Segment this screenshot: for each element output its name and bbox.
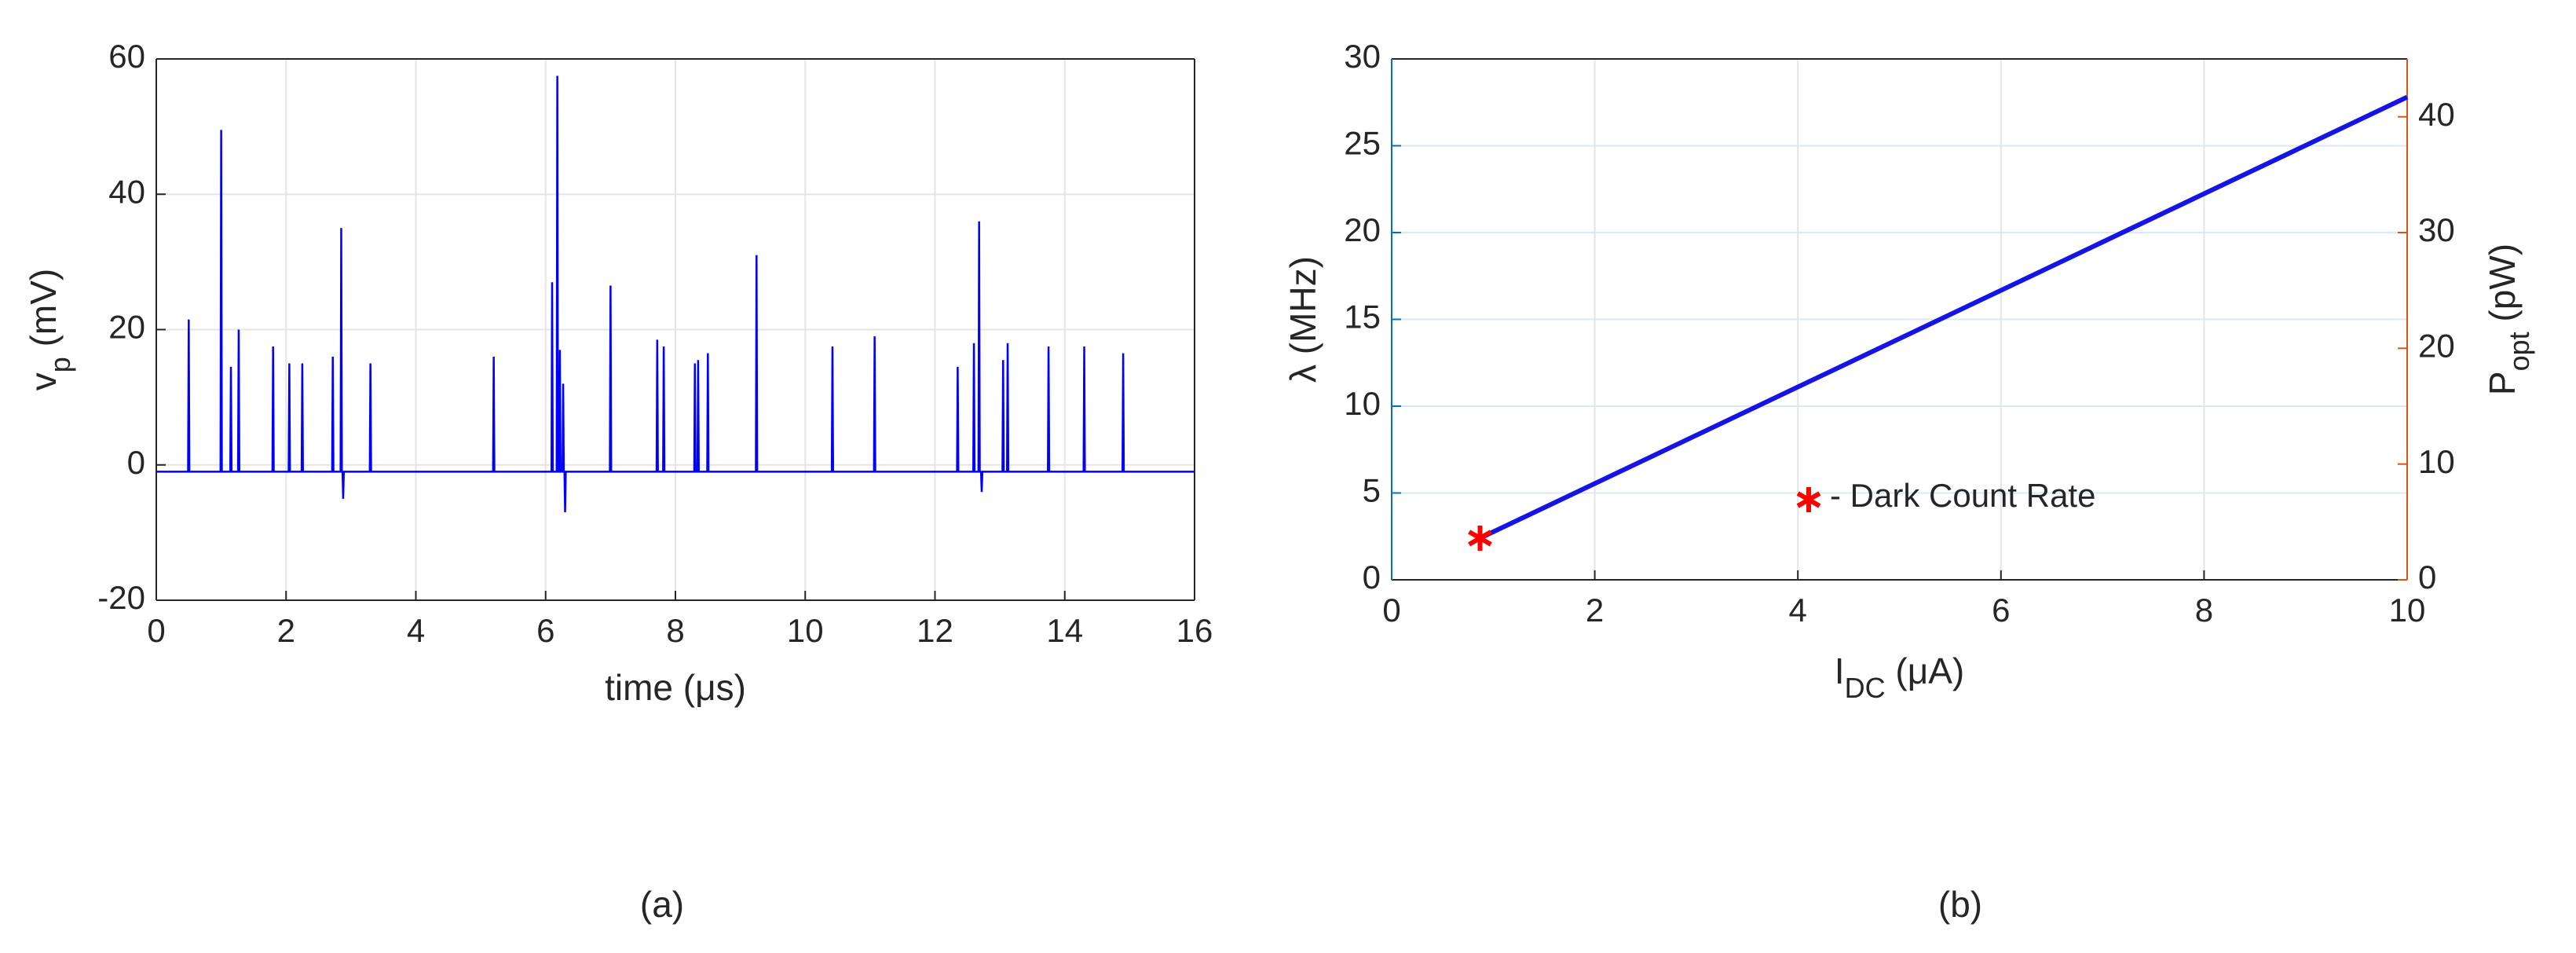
y2-tick-label: 30	[2418, 211, 2455, 248]
y2-axis-label-part: (pW)	[2482, 244, 2523, 332]
y-tick-label: 20	[1344, 211, 1381, 248]
x-tick-label: 16	[1176, 612, 1213, 649]
y-tick-label: 25	[1344, 125, 1381, 162]
x-axis-label: IDC (μA)	[1835, 651, 1964, 704]
annotation: - Dark Count Rate	[1830, 477, 2095, 514]
y-tick-label: 0	[127, 444, 145, 481]
y-tick-label: 10	[1344, 385, 1381, 422]
x-tick-label: 10	[787, 612, 824, 649]
y-axis-label-part: v	[23, 372, 64, 390]
x-tick-label: 8	[2195, 592, 2213, 629]
y2-axis-label: Popt (pW)	[2482, 244, 2535, 395]
x-tick-label: 6	[536, 612, 554, 649]
x-axis-label-part: A)	[1928, 651, 1964, 691]
x-tick-label: 10	[2389, 592, 2426, 629]
x-tick-label: 12	[917, 612, 953, 649]
y-axis-label: vp (mV)	[23, 269, 76, 390]
x-tick-label: 4	[407, 612, 425, 649]
x-axis-label-part: DC	[1845, 672, 1886, 704]
x-tick-label: 4	[1789, 592, 1807, 629]
x-tick-label: 8	[666, 612, 684, 649]
y-axis-label-part: λ (MHz)	[1283, 256, 1323, 383]
y-tick-label: 60	[108, 38, 145, 75]
data-line	[1479, 94, 2409, 541]
y2-tick-label: 0	[2418, 559, 2436, 596]
x-axis-label-part: I	[1835, 651, 1845, 691]
y-axis-label-part: (mV)	[23, 269, 64, 357]
x-axis-label-part: (	[1886, 651, 1908, 691]
data-line	[156, 75, 1195, 513]
x-tick-label: 6	[1992, 592, 2010, 629]
caption: (b)	[1938, 884, 1982, 925]
y2-axis-label-part: opt	[2503, 332, 2535, 371]
x-tick-label: 0	[1382, 592, 1400, 629]
x-axis-label-part: time (	[605, 667, 696, 708]
y2-axis-label-part: P	[2482, 371, 2523, 395]
y-axis-label-part: p	[44, 357, 76, 372]
y-tick-label: 30	[1344, 38, 1381, 75]
x-tick-label: 14	[1046, 612, 1083, 649]
y-tick-label: 20	[108, 309, 145, 346]
x-axis-label-part: μ	[695, 667, 716, 708]
y-tick-label: 5	[1363, 472, 1381, 509]
x-axis-label: time (μs)	[605, 667, 746, 708]
marker	[1468, 525, 1492, 551]
annotation-marker	[1796, 487, 1821, 512]
x-tick-label: 2	[1586, 592, 1604, 629]
y2-tick-label: 10	[2418, 443, 2455, 480]
y-tick-label: 0	[1363, 559, 1381, 596]
y-axis-label: λ (MHz)	[1283, 256, 1323, 383]
y-tick-label: 15	[1344, 299, 1381, 335]
caption: (a)	[640, 884, 684, 925]
y-tick-label: 40	[108, 173, 145, 210]
x-axis-label-part: s)	[716, 667, 746, 708]
y2-tick-label: 40	[2418, 96, 2455, 133]
y2-tick-label: 20	[2418, 327, 2455, 364]
x-tick-label: 0	[147, 612, 165, 649]
x-axis-label-part: μ	[1908, 651, 1929, 691]
x-tick-label: 2	[277, 612, 295, 649]
y-tick-label: -20	[97, 579, 145, 616]
